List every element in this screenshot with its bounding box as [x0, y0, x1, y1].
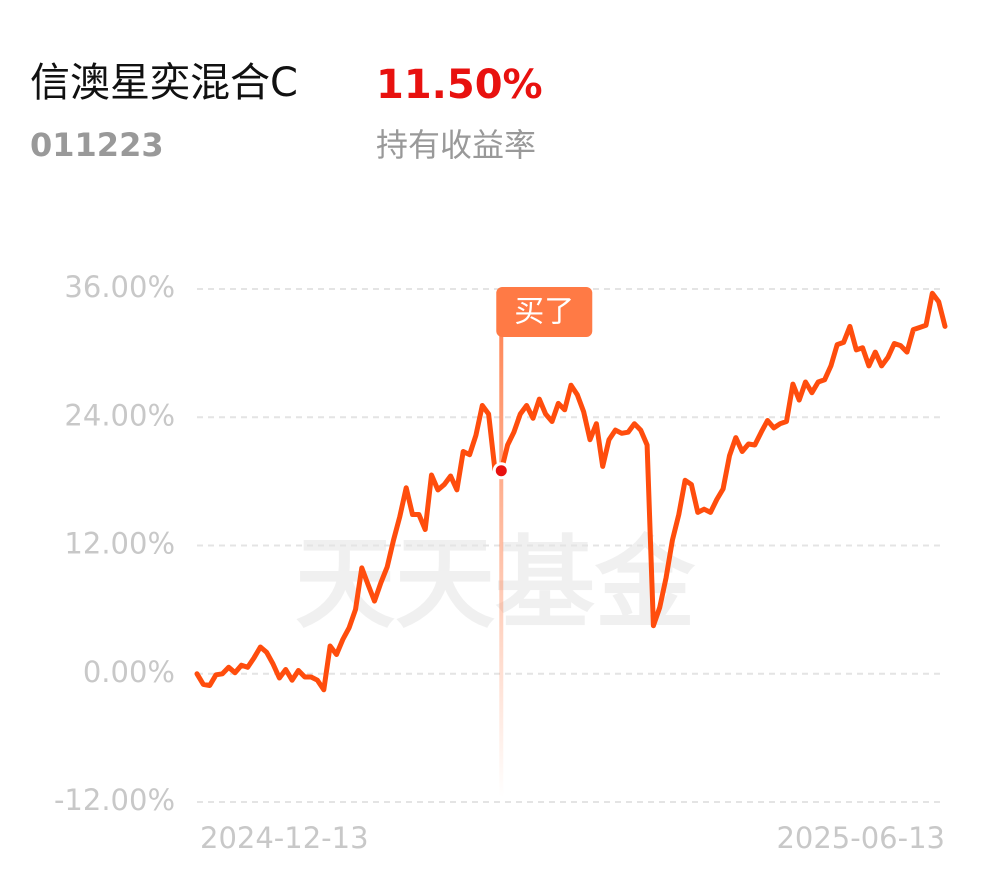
- x-tick-label: 2025-06-13: [776, 821, 945, 855]
- fund-code: 011223: [30, 126, 164, 164]
- buy-point: [492, 462, 510, 480]
- y-tick-label: 36.00%: [64, 270, 175, 304]
- watermark: 天天基金: [295, 524, 696, 642]
- x-tick-label: 2024-12-13: [200, 821, 369, 855]
- buy-label-box: [496, 287, 593, 337]
- y-tick-label: -12.00%: [54, 783, 175, 817]
- series-line: [194, 290, 948, 693]
- buy-label: 买了: [514, 295, 574, 330]
- chart: 天天基金 -12.00% 0.00% 12.00% 24.00% 36.00% 2024-1…: [54, 270, 948, 855]
- fund-title: 信澳星奕混合C: [30, 60, 298, 106]
- y-tick-label: 0.00%: [83, 655, 175, 689]
- y-tick-label: 24.00%: [64, 398, 175, 432]
- fund-return: 11.50%: [376, 62, 543, 108]
- return-label: 持有收益率: [376, 126, 536, 164]
- y-tick-label: 12.00%: [64, 527, 175, 561]
- buy-line: [499, 330, 504, 797]
